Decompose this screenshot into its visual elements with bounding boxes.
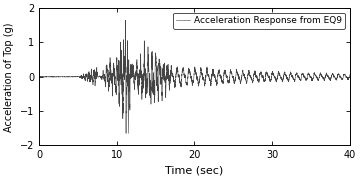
Acceleration Response from EQ9: [124, 132, 128, 134]
Acceleration Response from EQ9: [267, 77, 271, 79]
Acceleration Response from EQ9: [123, 19, 128, 21]
Acceleration Response from EQ9: [284, 75, 288, 77]
Legend: Acceleration Response from EQ9: Acceleration Response from EQ9: [173, 13, 345, 29]
X-axis label: Time (sec): Time (sec): [165, 166, 224, 176]
Acceleration Response from EQ9: [221, 82, 225, 84]
Acceleration Response from EQ9: [149, 54, 154, 56]
Acceleration Response from EQ9: [37, 76, 41, 78]
Acceleration Response from EQ9: [53, 76, 57, 78]
Acceleration Response from EQ9: [347, 74, 352, 76]
Acceleration Response from EQ9: [234, 70, 239, 72]
Line: Acceleration Response from EQ9: Acceleration Response from EQ9: [39, 20, 350, 133]
Y-axis label: Acceleration of Top (g): Acceleration of Top (g): [4, 22, 14, 132]
